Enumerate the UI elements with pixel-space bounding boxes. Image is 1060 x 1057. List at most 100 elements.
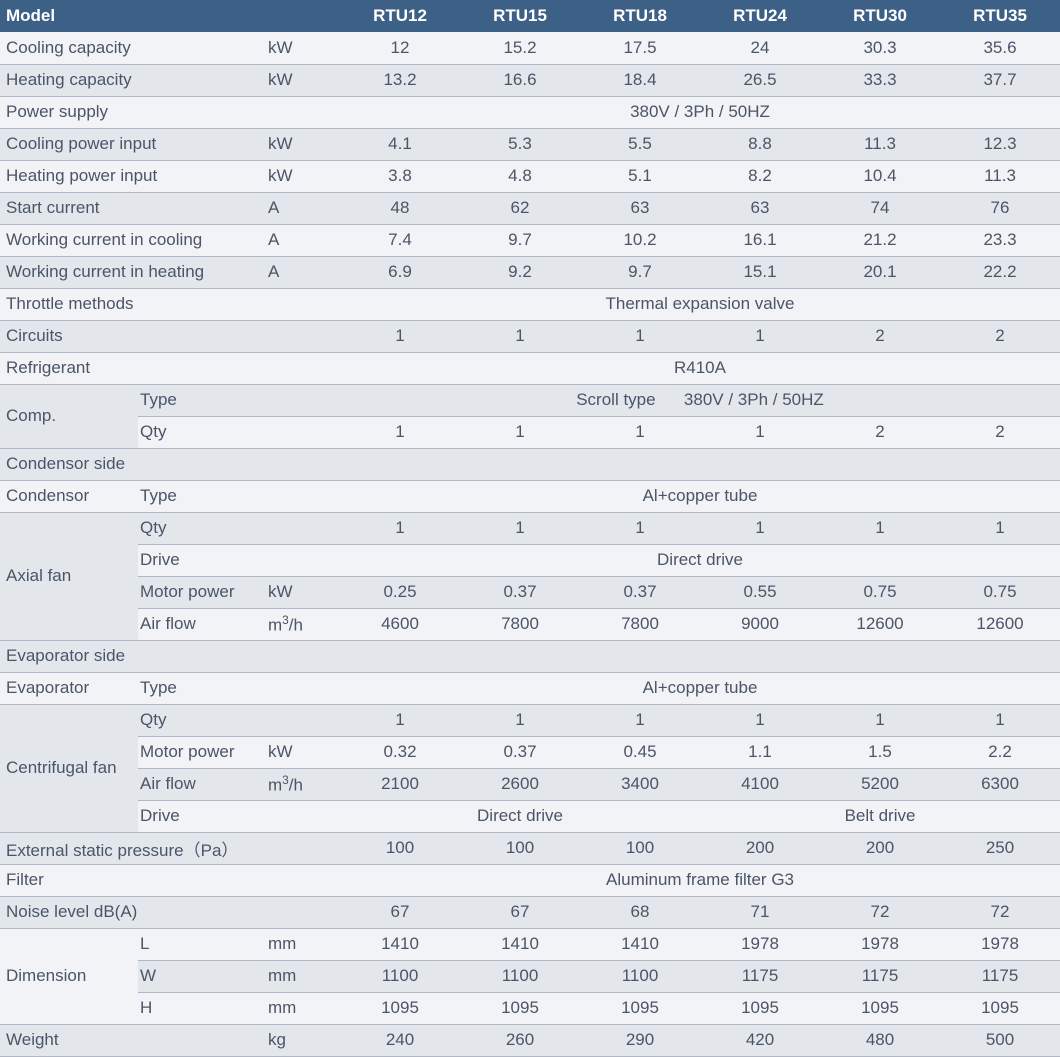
cell: 1 [340, 704, 460, 736]
row-sublabel: W [138, 960, 266, 992]
table-row: Air flow m3/h 2100 2600 3400 4100 5200 6… [0, 768, 1060, 800]
cell: 6300 [940, 768, 1060, 800]
table-row: W mm 1100 1100 1100 1175 1175 1175 [0, 960, 1060, 992]
header-model: RTU35 [940, 0, 1060, 32]
row-label: Heating power input [0, 160, 266, 192]
cell: 3400 [580, 768, 700, 800]
row-sublabel: Type [138, 384, 340, 416]
row-label: Throttle methods [0, 288, 340, 320]
cell: 290 [580, 1024, 700, 1056]
cell: 10.4 [820, 160, 940, 192]
row-unit: mm [266, 992, 340, 1024]
cell: 74 [820, 192, 940, 224]
cell-span: Direct drive [340, 544, 1060, 576]
row-label: Axial fan [0, 512, 138, 640]
cell: 13.2 [340, 64, 460, 96]
table-row: Circuits 1 1 1 1 2 2 [0, 320, 1060, 352]
row-unit: kW [266, 160, 340, 192]
row-unit: kW [266, 32, 340, 64]
cell: 1095 [940, 992, 1060, 1024]
header-model: RTU24 [700, 0, 820, 32]
cell: 1 [580, 704, 700, 736]
row-unit: kg [266, 1024, 340, 1056]
cell-span: 380V / 3Ph / 50HZ [340, 96, 1060, 128]
cell: 4.1 [340, 128, 460, 160]
cell: 1 [340, 512, 460, 544]
cell: 1095 [820, 992, 940, 1024]
cell: 16.1 [700, 224, 820, 256]
cell: 8.8 [700, 128, 820, 160]
table-row: Working current in heating A 6.9 9.2 9.7… [0, 256, 1060, 288]
cell: 7800 [460, 608, 580, 640]
cell: 1.1 [700, 736, 820, 768]
cell: 0.37 [580, 576, 700, 608]
row-sublabel: Qty [138, 704, 340, 736]
cell: 1095 [580, 992, 700, 1024]
table-row: Air flow m3/h 4600 7800 7800 9000 12600 … [0, 608, 1060, 640]
cell: 1 [700, 512, 820, 544]
cell: 1 [460, 512, 580, 544]
cell: 1 [820, 704, 940, 736]
table-row: Start current A 48 62 63 63 74 76 [0, 192, 1060, 224]
table-row: Condensor Type Al+copper tube [0, 480, 1060, 512]
cell: 500 [940, 1024, 1060, 1056]
table-row: Drive Direct drive [0, 544, 1060, 576]
cell: 30.3 [820, 32, 940, 64]
row-label: Comp. [0, 384, 138, 448]
row-unit: kW [266, 64, 340, 96]
cell-span: Belt drive [700, 800, 1060, 832]
cell: 250 [940, 832, 1060, 864]
cell: 6.9 [340, 256, 460, 288]
table-row: Cooling power input kW 4.1 5.3 5.5 8.8 1… [0, 128, 1060, 160]
cell: 23.3 [940, 224, 1060, 256]
cell: 12 [340, 32, 460, 64]
cell: 9000 [700, 608, 820, 640]
cell: 1 [700, 704, 820, 736]
row-sublabel: Qty [138, 512, 340, 544]
header-model: RTU15 [460, 0, 580, 32]
cell: 1100 [460, 960, 580, 992]
cell: 76 [940, 192, 1060, 224]
row-sublabel: Type [138, 672, 340, 704]
cell: 1 [700, 416, 820, 448]
row-label: Weight [0, 1024, 266, 1056]
row-label: Cooling power input [0, 128, 266, 160]
cell: 1095 [700, 992, 820, 1024]
row-label: Working current in heating [0, 256, 266, 288]
cell: 35.6 [940, 32, 1060, 64]
cell-span: R410A [340, 352, 1060, 384]
cell: 16.6 [460, 64, 580, 96]
cell: 12600 [940, 608, 1060, 640]
cell: 1 [580, 320, 700, 352]
cell: 1 [580, 416, 700, 448]
cell: 1 [820, 512, 940, 544]
cell: 0.45 [580, 736, 700, 768]
cell: 2 [820, 320, 940, 352]
cell: 48 [340, 192, 460, 224]
cell: 1 [940, 512, 1060, 544]
cell: 33.3 [820, 64, 940, 96]
cell: 63 [580, 192, 700, 224]
section-header: Condensor side [0, 448, 1060, 480]
row-unit: mm [266, 928, 340, 960]
cell: 1 [460, 416, 580, 448]
cell: 1978 [700, 928, 820, 960]
cell: 2 [940, 320, 1060, 352]
table-row: Qty 1 1 1 1 2 2 [0, 416, 1060, 448]
cell: 37.7 [940, 64, 1060, 96]
cell: 7800 [580, 608, 700, 640]
cell: 1 [580, 512, 700, 544]
cell: 200 [700, 832, 820, 864]
cell: 15.1 [700, 256, 820, 288]
header-model: RTU12 [340, 0, 460, 32]
table-row: Throttle methods Thermal expansion valve [0, 288, 1060, 320]
cell: 72 [940, 896, 1060, 928]
cell: 18.4 [580, 64, 700, 96]
cell: 67 [460, 896, 580, 928]
row-label: Cooling capacity [0, 32, 266, 64]
cell: 1175 [940, 960, 1060, 992]
cell-span: Aluminum frame filter G3 [340, 864, 1060, 896]
cell: 0.55 [700, 576, 820, 608]
cell: 12.3 [940, 128, 1060, 160]
cell: 2 [940, 416, 1060, 448]
